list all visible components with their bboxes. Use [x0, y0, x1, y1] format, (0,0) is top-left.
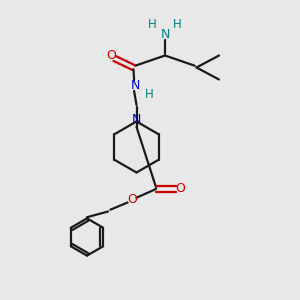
Text: H: H — [145, 88, 154, 101]
Text: H: H — [173, 17, 182, 31]
Text: O: O — [106, 49, 116, 62]
Text: N: N — [132, 112, 141, 126]
Text: O: O — [127, 193, 137, 206]
Text: H: H — [148, 17, 157, 31]
Text: O: O — [175, 182, 185, 196]
Text: N: N — [130, 79, 140, 92]
Text: N: N — [160, 28, 170, 41]
